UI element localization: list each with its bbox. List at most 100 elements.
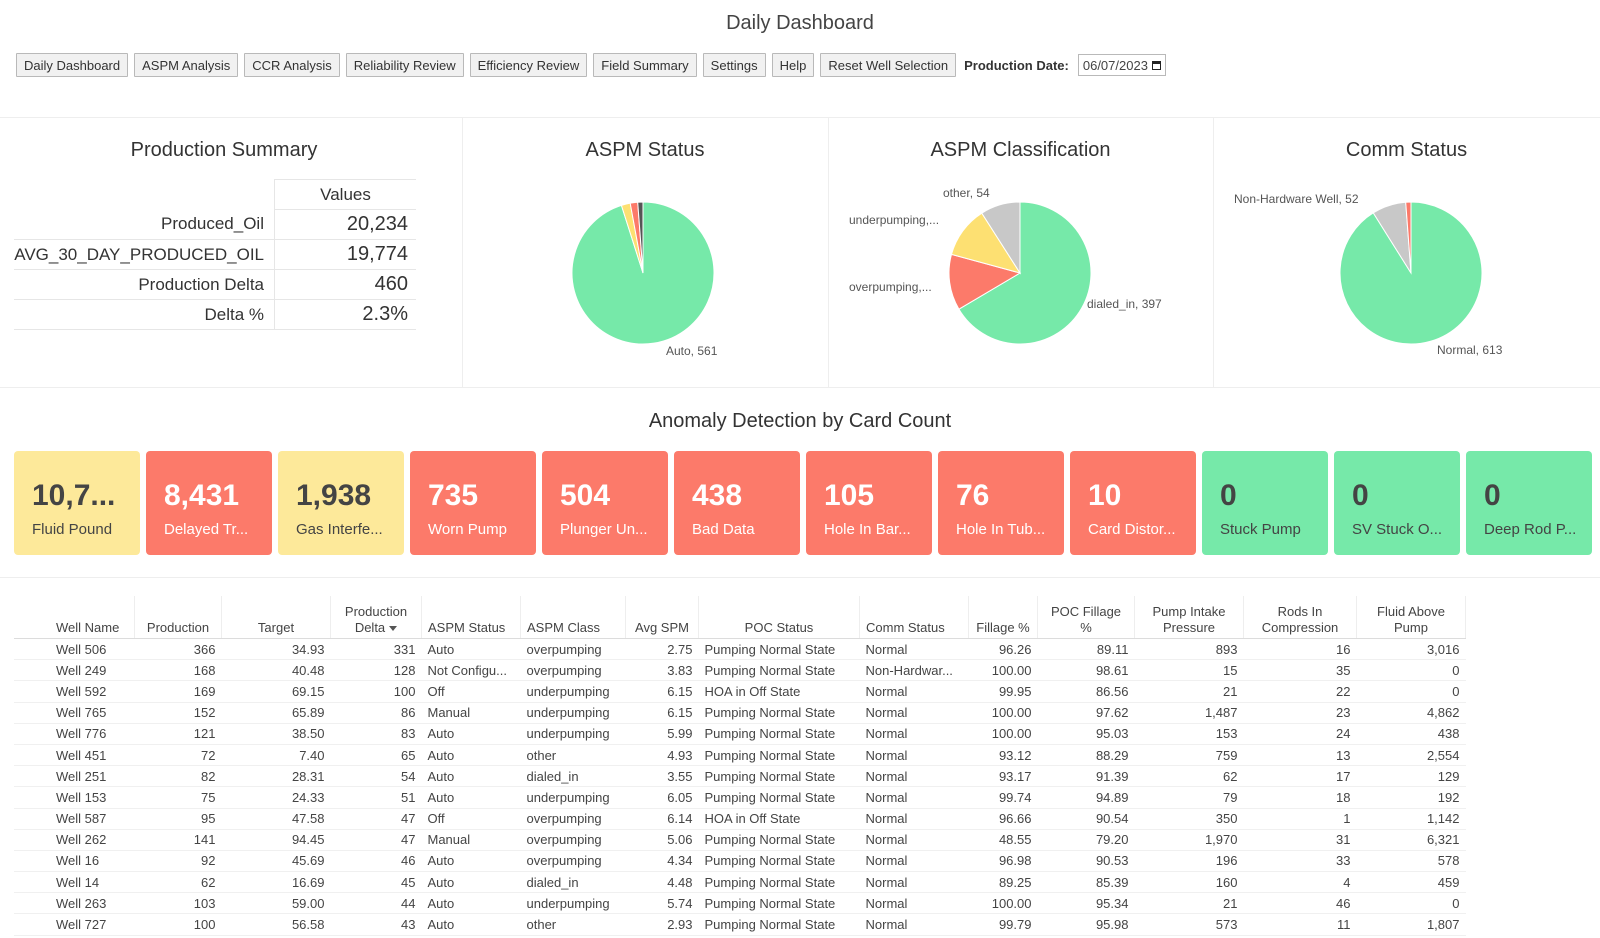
table-row[interactable]: Well 451 72 7.40 65 Auto other 4.93 Pumping Nor… (14, 744, 1466, 767)
anomaly-card-hole-in-barrel[interactable]: 105 Hole In Bar... (806, 451, 932, 555)
cell-production: 75 (134, 786, 222, 809)
cell-pump-intake-pressure: 160 (1134, 871, 1244, 894)
comm-status-pie-chart[interactable] (1336, 198, 1486, 348)
cell-target: 40.48 (221, 659, 331, 682)
column-header[interactable]: Pump Intake Pressure (1134, 596, 1244, 639)
table-row[interactable]: Well 14 62 16.69 45 Auto dialed_in 4.48 Pumping… (14, 871, 1466, 894)
column-header[interactable]: Fillage % (968, 596, 1038, 639)
cell-production: 141 (134, 829, 222, 851)
anomaly-card-worn-pump[interactable]: 735 Worn Pump (410, 451, 536, 555)
anomaly-card-plunger-un[interactable]: 504 Plunger Un... (542, 451, 668, 555)
cell-well-name: Well 249 (14, 659, 135, 682)
table-row[interactable]: Well 153 75 24.33 51 Auto underpumping 6.05 Pum… (14, 786, 1466, 809)
cell-poc-fillage: 86.56 (1037, 680, 1135, 703)
table-row[interactable]: Well 587 95 47.58 47 Off overpumping 6.14 HOA i… (14, 808, 1466, 830)
cell-poc-status: Pumping Normal State (698, 723, 860, 745)
cell-fluid-above-pump: 438 (1356, 723, 1466, 745)
cell-aspm-class: underpumping (520, 680, 626, 703)
help-button[interactable]: Help (771, 53, 815, 77)
cell-target: 45.69 (221, 850, 331, 873)
column-header[interactable]: Target (221, 596, 331, 639)
pie-slice-overpumping[interactable] (948, 253, 1022, 310)
column-header[interactable]: Comm Status (859, 596, 969, 639)
column-header[interactable]: ASPM Class (520, 596, 626, 639)
table-row[interactable]: Well 727 100 56.58 43 Auto other 2.93 Pumping N… (14, 913, 1466, 936)
cell-aspm-class: overpumping (520, 808, 626, 830)
pie-slice-unlabeled-3[interactable] (637, 201, 644, 274)
column-header[interactable]: Production Delta (330, 596, 422, 639)
card-label: Gas Interfe... (296, 521, 383, 538)
table-header-row: Well Name Production Target Production D… (14, 596, 1466, 639)
anomaly-card-stuck-pump[interactable]: 0 Stuck Pump (1202, 451, 1328, 555)
anomaly-card-fluid-pound[interactable]: 10,7... Fluid Pound (14, 451, 140, 555)
anomaly-card-bad-data[interactable]: 438 Bad Data (674, 451, 800, 555)
cell-avg-spm: 4.34 (625, 850, 699, 873)
cell-production-delta: 128 (330, 659, 422, 682)
field-summary-button[interactable]: Field Summary (593, 53, 697, 77)
anomaly-card-card-distortion[interactable]: 10 Card Distor... (1070, 451, 1196, 555)
table-row[interactable]: Well 765 152 65.89 86 Manual underpumping 6.15… (14, 702, 1466, 724)
divider (0, 387, 1600, 388)
table-row[interactable]: Well 16 92 45.69 46 Auto overpumping 4.34 Pumpi… (14, 850, 1466, 873)
cell-rods-in-compression: 22 (1243, 680, 1357, 703)
table-row[interactable]: Well 249 168 40.48 128 Not Configu... overpum… (14, 659, 1466, 682)
ccr-analysis-button[interactable]: CCR Analysis (244, 53, 340, 77)
pie-slice-dialed-in[interactable] (958, 201, 1092, 345)
cell-poc-status: Pumping Normal State (698, 892, 860, 915)
anomaly-card-hole-in-tubing[interactable]: 76 Hole In Tub... (938, 451, 1064, 555)
cell-production: 152 (134, 702, 222, 724)
cell-avg-spm: 6.15 (625, 680, 699, 703)
anomaly-card-gas-interference[interactable]: 1,938 Gas Interfe... (278, 451, 404, 555)
column-header[interactable]: Avg SPM (625, 596, 699, 639)
cell-avg-spm: 5.99 (625, 723, 699, 745)
cell-fluid-above-pump: 0 (1356, 892, 1466, 915)
table-row[interactable]: Well 592 169 69.15 100 Off underpumping 6.15 HO… (14, 680, 1466, 703)
cell-fillage: 93.12 (968, 744, 1038, 767)
column-header[interactable]: ASPM Status (421, 596, 521, 639)
anomaly-card-delayed-tr[interactable]: 8,431 Delayed Tr... (146, 451, 272, 555)
efficiency-review-button[interactable]: Efficiency Review (469, 53, 588, 77)
aspm-classification-title: ASPM Classification (930, 139, 1111, 161)
table-row[interactable]: Well 506 366 34.93 331 Auto overpumping 2.75 Pu… (14, 638, 1466, 661)
settings-button[interactable]: Settings (702, 53, 766, 77)
daily-dashboard-button[interactable]: Daily Dashboard (16, 53, 129, 77)
cell-production: 62 (134, 871, 222, 894)
column-header[interactable]: Rods In Compression (1243, 596, 1357, 639)
anomaly-card-deep-rod[interactable]: 0 Deep Rod P... (1466, 451, 1592, 555)
reset-well-selection-button[interactable]: Reset Well Selection (820, 53, 957, 77)
anomaly-card-sv-stuck[interactable]: 0 SV Stuck O... (1334, 451, 1460, 555)
cell-target: 24.33 (221, 786, 331, 809)
well-table: Well Name Production Target Production D… (14, 596, 1466, 936)
cell-poc-fillage: 90.54 (1037, 808, 1135, 830)
column-header[interactable]: Production (134, 596, 222, 639)
pie-slice-other[interactable] (981, 201, 1021, 275)
table-row[interactable]: Well 776 121 38.50 83 Auto underpumping 5.99 Pu… (14, 723, 1466, 745)
column-header[interactable]: POC Status (698, 596, 860, 639)
cell-comm-status: Normal (859, 786, 969, 809)
calendar-icon[interactable] (1151, 60, 1161, 70)
pie-slice-unlabeled-2[interactable] (1405, 201, 1412, 274)
pie-label-non-hardware-well: Non-Hardware Well, 52 (1234, 192, 1359, 206)
table-row[interactable]: Well 263 103 59.00 44 Auto underpumping 5.74 Pu… (14, 892, 1466, 915)
aspm-status-pie-chart[interactable] (568, 198, 718, 348)
cell-avg-spm: 2.93 (625, 913, 699, 936)
cell-avg-spm: 2.75 (625, 638, 699, 661)
cell-poc-status: Pumping Normal State (698, 638, 860, 661)
cell-well-name: Well 14 (14, 871, 135, 894)
table-row[interactable]: Well 262 141 94.45 47 Manual overpumping 5.06 P… (14, 829, 1466, 851)
cell-well-name: Well 765 (14, 702, 135, 724)
production-date-input[interactable]: 06/07/2023 (1077, 54, 1166, 76)
sort-desc-icon[interactable] (389, 626, 398, 632)
cell-aspm-status: Auto (421, 850, 521, 873)
pie-label-normal: Normal, 613 (1437, 343, 1503, 357)
card-label: Plunger Un... (560, 521, 648, 538)
column-header[interactable]: POC Fillage % (1037, 596, 1135, 639)
aspm-classification-pie-chart[interactable] (945, 198, 1095, 348)
column-header[interactable]: Well Name (14, 596, 135, 639)
column-header[interactable]: Fluid Above Pump (1356, 596, 1466, 639)
cell-production-delta: 331 (330, 638, 422, 661)
cell-production-delta: 44 (330, 892, 422, 915)
aspm-analysis-button[interactable]: ASPM Analysis (134, 53, 239, 77)
reliability-review-button[interactable]: Reliability Review (345, 53, 464, 77)
table-row[interactable]: Well 251 82 28.31 54 Auto dialed_in 3.55 Pumpin… (14, 765, 1466, 788)
